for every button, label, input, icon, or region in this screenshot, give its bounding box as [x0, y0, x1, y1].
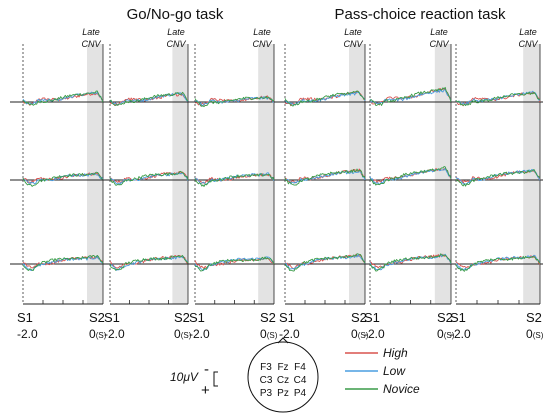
s2-time-label: 0(S)	[437, 327, 455, 341]
x-axes	[23, 300, 540, 305]
erp-trace-novice	[455, 169, 541, 187]
head-outline	[247, 341, 319, 413]
late-cnv-label: Late	[167, 27, 185, 37]
s2-label: S2	[437, 310, 453, 325]
s1-time-label: -2.0	[450, 327, 471, 341]
erp-trace-novice	[455, 91, 541, 106]
s2-label: S2	[260, 310, 276, 325]
electrode-p4: P4	[294, 388, 307, 399]
s2-label: S2	[351, 310, 367, 325]
s2-time-label: 0(S)	[174, 327, 192, 341]
x-tick-labels: S1-2.0S20(S)S1-2.0S20(S)S1-2.0S20(S)S1-2…	[17, 310, 544, 341]
erp-waveforms	[22, 86, 541, 272]
late-cnv-label: Late	[430, 27, 448, 37]
s1-label: S1	[17, 310, 33, 325]
erp-trace-novice	[284, 253, 366, 272]
s1-time-label: -2.0	[364, 327, 385, 341]
s1-time-label: -2.0	[17, 327, 38, 341]
legend-label-low: Low	[383, 364, 406, 378]
late-cnv-label: Late	[253, 27, 271, 37]
electrode-c4: C4	[294, 375, 307, 386]
s2-label: S2	[526, 310, 542, 325]
electrode-f4: F4	[294, 362, 306, 373]
late-cnv-band	[434, 44, 451, 304]
legend-label-high: High	[383, 346, 408, 360]
scale-bracket	[213, 371, 218, 387]
late-cnv-label: Late	[344, 27, 362, 37]
legend: High Low Novice	[345, 346, 420, 396]
go-nogo-title: Go/No-go task	[127, 6, 224, 23]
electrode-labels: F3 Fz F4 C3 Cz C4 P3 Pz P4	[260, 362, 307, 399]
erp-trace-novice	[22, 171, 104, 187]
erp-trace-novice	[284, 90, 366, 107]
erp-trace-low	[284, 170, 366, 185]
erp-trace-novice	[194, 256, 275, 272]
electrode-fz: Fz	[277, 362, 288, 373]
erp-trace-novice	[22, 90, 104, 106]
s2-label: S2	[89, 310, 105, 325]
s2-time-label: 0(S)	[260, 327, 278, 341]
scale-plus-sign: +	[201, 382, 210, 399]
erp-trace-novice	[109, 254, 189, 271]
pass-choice-title: Pass-choice reaction task	[335, 6, 506, 23]
erp-trace-novice	[109, 91, 189, 106]
erp-trace-novice	[109, 170, 189, 186]
erp-trace-novice	[369, 86, 452, 106]
erp-trace-novice	[22, 254, 104, 271]
scale-minus-sign: -	[204, 361, 209, 378]
cnv-label: CNV	[429, 39, 449, 49]
electrode-pz: Pz	[277, 388, 289, 399]
erp-trace-low	[284, 91, 366, 106]
electrode-f3: F3	[260, 362, 272, 373]
electrode-c3: C3	[260, 375, 273, 386]
electrode-head-map: F3 Fz F4 C3 Cz C4 P3 Pz P4	[247, 337, 319, 413]
late-cnv-labels: Late CNV Late CNV Late CNV Late CNV Late CNV Late C…	[81, 27, 538, 49]
erp-trace-novice	[455, 255, 541, 272]
scale-value: 10μV	[170, 370, 199, 384]
erp-trace-novice	[194, 95, 275, 108]
voltage-scale: 10μV - +	[170, 361, 218, 399]
late-cnv-band	[349, 44, 365, 304]
erp-trace-low	[109, 255, 189, 271]
s1-time-label: -2.0	[104, 327, 125, 341]
erp-trace-high	[369, 253, 452, 269]
erp-trace-novice	[194, 173, 275, 187]
electrode-cz: Cz	[277, 375, 289, 386]
s2-label: S2	[174, 310, 190, 325]
cnv-label: CNV	[518, 39, 538, 49]
head-nose	[277, 337, 289, 344]
s2-time-label: 0(S)	[351, 327, 369, 341]
legend-label-novice: Novice	[383, 382, 420, 396]
s1-label: S1	[450, 310, 466, 325]
erp-trace-novice	[369, 166, 452, 186]
late-cnv-label: Late	[82, 27, 100, 37]
erp-trace-low	[284, 254, 366, 270]
late-cnv-label: Late	[519, 27, 537, 37]
cnv-label: CNV	[166, 39, 186, 49]
s2-time-label: 0(S)	[526, 327, 544, 341]
s1-label: S1	[189, 310, 205, 325]
late-cnv-bands	[87, 44, 540, 304]
s1-time-label: -2.0	[279, 327, 300, 341]
s1-label: S1	[279, 310, 295, 325]
erp-trace-novice	[369, 253, 452, 272]
cnv-label: CNV	[252, 39, 272, 49]
baselines	[10, 101, 543, 265]
electrode-p3: P3	[260, 388, 273, 399]
s2-time-label: 0(S)	[89, 327, 107, 341]
cnv-label: CNV	[81, 39, 101, 49]
cnv-label: CNV	[343, 39, 363, 49]
late-cnv-band	[523, 44, 540, 304]
s1-time-label: -2.0	[189, 327, 210, 341]
erp-trace-novice	[284, 168, 366, 186]
s1-label: S1	[104, 310, 120, 325]
s1-label: S1	[364, 310, 380, 325]
